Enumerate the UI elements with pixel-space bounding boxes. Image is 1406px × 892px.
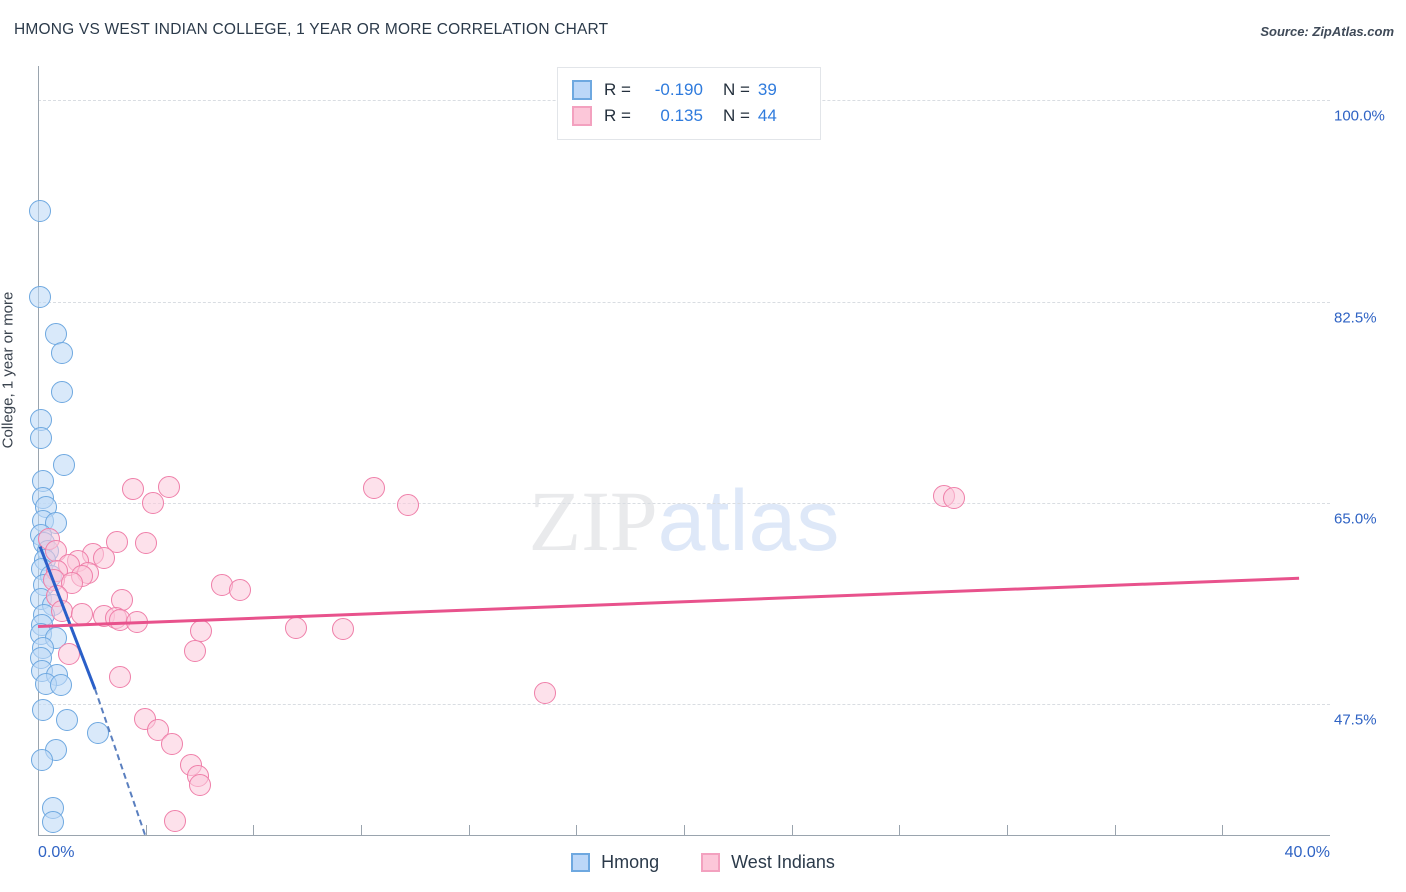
y-tick-label: 82.5% xyxy=(1334,309,1377,327)
page-title: HMONG VS WEST INDIAN COLLEGE, 1 YEAR OR … xyxy=(14,21,609,38)
stats-n-value-west-indians: 44 xyxy=(757,106,777,125)
stats-row-hmong: R = -0.190 N = 39 xyxy=(572,77,810,103)
data-point-hmong[interactable] xyxy=(28,286,51,308)
data-point-wi[interactable] xyxy=(396,494,419,516)
data-point-wi[interactable] xyxy=(106,530,129,553)
data-point-wi[interactable] xyxy=(135,531,158,554)
plot-background xyxy=(38,66,1330,836)
data-point-wi[interactable] xyxy=(141,491,164,514)
data-point-hmong[interactable] xyxy=(30,749,53,772)
stats-n-value-hmong: 39 xyxy=(757,80,777,99)
stats-swatch-west-indians xyxy=(572,106,592,126)
y-tick-label: 47.5% xyxy=(1334,711,1377,729)
x-tick xyxy=(1007,825,1008,835)
data-point-hmong[interactable] xyxy=(56,708,79,731)
stats-r-value-west-indians: 0.135 xyxy=(660,106,703,125)
legend-swatch-hmong xyxy=(571,853,591,872)
legend-item-hmong[interactable]: Hmong xyxy=(571,852,659,873)
data-point-wi[interactable] xyxy=(188,774,211,797)
y-axis-line xyxy=(38,66,39,836)
y-tick-label: 100.0% xyxy=(1334,107,1385,125)
data-point-hmong[interactable] xyxy=(86,721,109,744)
stats-r-value-hmong: -0.190 xyxy=(654,80,703,99)
stats-r-label-hmong: R = xyxy=(604,80,631,99)
x-tick xyxy=(361,825,362,835)
stats-row-west-indians: R = 0.135 N = 44 xyxy=(572,103,810,129)
stats-swatch-hmong xyxy=(572,80,592,100)
data-point-hmong[interactable] xyxy=(30,427,53,450)
data-point-wi[interactable] xyxy=(164,810,187,833)
source-attribution: Source: ZipAtlas.com xyxy=(1260,24,1394,39)
x-tick xyxy=(791,825,793,835)
x-tick xyxy=(1222,825,1224,835)
data-point-wi[interactable] xyxy=(183,639,206,662)
data-point-wi[interactable] xyxy=(332,618,355,641)
legend-label-hmong: Hmong xyxy=(601,852,660,872)
x-tick-label-min: 0.0% xyxy=(38,844,75,861)
x-tick xyxy=(899,825,901,835)
y-axis-title: College, 1 year or more xyxy=(0,291,17,449)
data-point-wi[interactable] xyxy=(70,603,93,626)
data-point-hmong[interactable] xyxy=(28,199,51,222)
data-point-hmong[interactable] xyxy=(52,453,75,476)
data-point-wi[interactable] xyxy=(362,476,385,499)
data-point-wi[interactable] xyxy=(285,616,308,639)
gridline xyxy=(38,502,1330,504)
gridline xyxy=(38,301,1330,303)
gridline xyxy=(38,703,1330,705)
legend-label-west-indians: West Indians xyxy=(731,852,835,872)
scatter-plot-area: ZIPatlas 100.0% 82.5% 65.0% 47.5% 0.0% 40.0% xyxy=(28,66,1385,861)
x-tick xyxy=(1114,825,1116,835)
data-point-wi[interactable] xyxy=(228,579,251,602)
x-tick xyxy=(145,825,147,835)
data-point-wi[interactable] xyxy=(122,477,145,500)
series-legend: Hmong West Indians xyxy=(0,852,1406,873)
stats-n-label-hmong: N = xyxy=(722,80,750,99)
data-point-hmong[interactable] xyxy=(51,342,74,365)
data-point-hmong[interactable] xyxy=(31,698,54,721)
data-point-wi[interactable] xyxy=(161,733,184,756)
data-point-wi[interactable] xyxy=(93,546,116,569)
data-point-wi[interactable] xyxy=(157,475,180,498)
correlation-stats-legend: R = -0.190 N = 39 R = 0.135 N = 44 xyxy=(557,67,821,140)
data-point-hmong[interactable] xyxy=(41,811,64,834)
data-point-hmong[interactable] xyxy=(51,381,74,404)
data-point-wi[interactable] xyxy=(942,487,965,510)
legend-item-west-indians[interactable]: West Indians xyxy=(701,852,835,873)
x-tick xyxy=(468,825,470,835)
legend-swatch-west-indians xyxy=(701,853,721,872)
x-tick-label-max: 40.0% xyxy=(1284,844,1330,861)
x-tick xyxy=(253,825,255,835)
x-tick xyxy=(684,825,685,835)
data-point-wi[interactable] xyxy=(534,682,557,705)
stats-r-label-west-indians: R = xyxy=(604,106,631,125)
x-axis-line xyxy=(38,835,1330,836)
y-tick-label: 65.0% xyxy=(1334,510,1377,528)
data-point-wi[interactable] xyxy=(109,666,132,689)
stats-n-label-west-indians: N = xyxy=(722,106,750,125)
x-tick xyxy=(576,825,578,835)
data-point-hmong[interactable] xyxy=(49,674,72,697)
